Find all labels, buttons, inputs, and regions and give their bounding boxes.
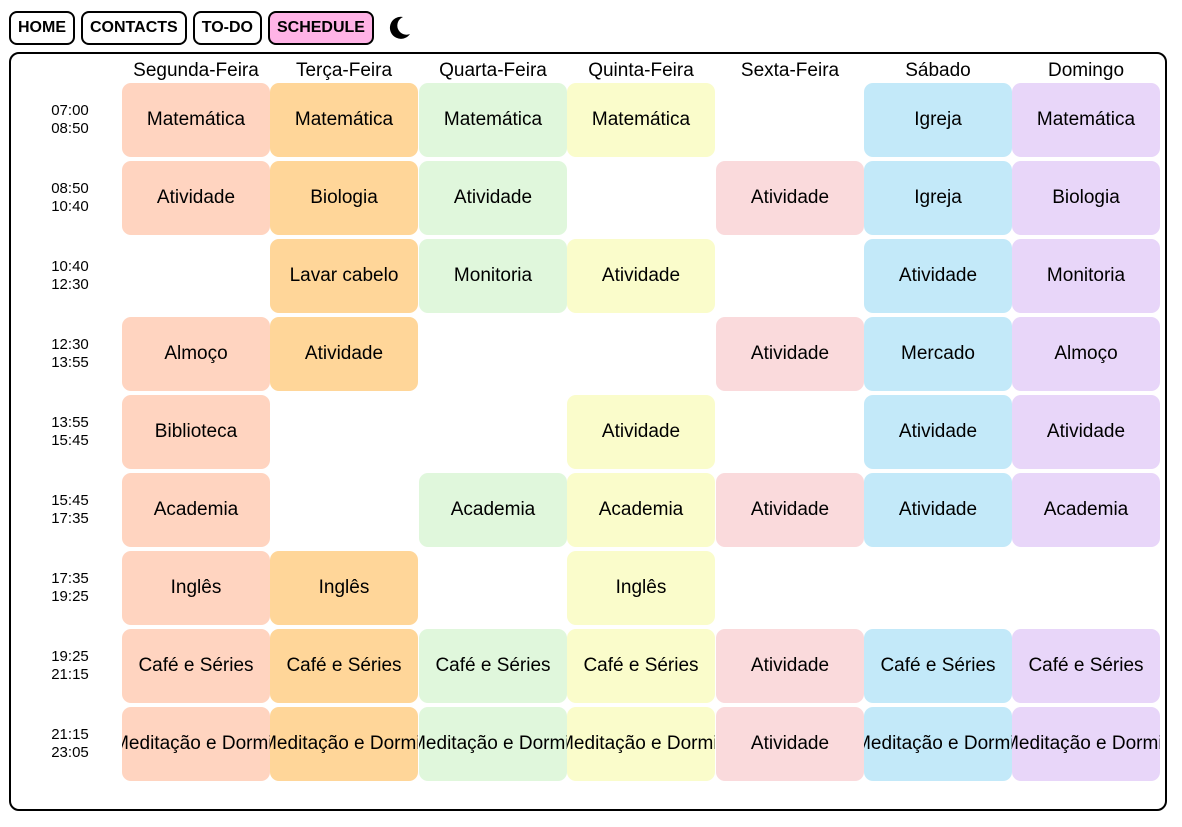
day-header: Quarta-Feira <box>439 60 547 81</box>
schedule-cell[interactable]: Inglês <box>567 551 715 625</box>
schedule-cell[interactable]: Biologia <box>1012 161 1160 235</box>
time-slot-start: 15:45 <box>51 492 89 509</box>
time-slot-label: 17:35 19:25 <box>30 570 110 606</box>
time-slot-label: 21:15 23:05 <box>30 726 110 762</box>
time-slot-start: 19:25 <box>51 648 89 665</box>
time-slot-end: 19:25 <box>51 588 89 605</box>
schedule-cell[interactable]: Café e Séries <box>1012 629 1160 703</box>
schedule-panel <box>9 52 1167 811</box>
schedule-cell[interactable]: Biblioteca <box>122 395 270 469</box>
schedule-cell[interactable]: Atividade <box>567 239 715 313</box>
time-slot-start: 12:30 <box>51 336 89 353</box>
schedule-cell[interactable]: Meditação e Dormir <box>864 707 1012 781</box>
schedule-cell[interactable]: Meditação e Dormir <box>567 707 715 781</box>
time-slot-end: 15:45 <box>51 432 89 449</box>
schedule-cell[interactable]: Igreja <box>864 83 1012 157</box>
schedule-cell[interactable]: Academia <box>419 473 567 547</box>
nav-contacts-button[interactable]: CONTACTS <box>81 11 187 45</box>
time-slot-start: 10:40 <box>51 258 89 275</box>
schedule-cell[interactable]: Atividade <box>864 395 1012 469</box>
time-slot-end: 08:50 <box>51 120 89 137</box>
schedule-cell[interactable]: Atividade <box>122 161 270 235</box>
time-slot-end: 21:15 <box>51 666 89 683</box>
schedule-cell[interactable]: Atividade <box>716 317 864 391</box>
schedule-cell[interactable]: Matemática <box>419 83 567 157</box>
schedule-cell[interactable]: Atividade <box>864 239 1012 313</box>
schedule-cell[interactable]: Atividade <box>419 161 567 235</box>
schedule-cell[interactable]: Inglês <box>122 551 270 625</box>
time-slot-end: 12:30 <box>51 276 89 293</box>
day-header: Domingo <box>1047 60 1125 81</box>
schedule-cell[interactable]: Atividade <box>716 161 864 235</box>
time-slot-label: 10:40 12:30 <box>30 258 110 294</box>
schedule-cell[interactable]: Matemática <box>567 83 715 157</box>
time-slot-label: 13:55 15:45 <box>30 414 110 450</box>
time-slot-start: 07:00 <box>51 102 89 119</box>
schedule-cell[interactable]: Lavar cabelo <box>270 239 418 313</box>
schedule-cell[interactable]: Almoço <box>1012 317 1160 391</box>
schedule-cell[interactable]: Meditação e Dormir <box>122 707 270 781</box>
schedule-cell[interactable]: Café e Séries <box>270 629 418 703</box>
time-slot-end: 13:55 <box>51 354 89 371</box>
time-slot-label: 19:25 21:15 <box>30 648 110 684</box>
schedule-cell[interactable]: Atividade <box>270 317 418 391</box>
schedule-cell[interactable]: Academia <box>567 473 715 547</box>
schedule-cell[interactable]: Atividade <box>716 629 864 703</box>
schedule-cell[interactable]: Atividade <box>716 707 864 781</box>
schedule-cell[interactable]: Monitoria <box>1012 239 1160 313</box>
schedule-cell[interactable]: Café e Séries <box>419 629 567 703</box>
nav-todo-button[interactable]: TO-DO <box>192 11 262 45</box>
nav-schedule-button[interactable]: SCHEDULE <box>267 11 374 45</box>
day-header: Terça-Feira <box>295 60 393 81</box>
day-header: Sexta-Feira <box>740 60 840 81</box>
time-slot-end: 23:05 <box>51 744 89 761</box>
schedule-cell[interactable]: Atividade <box>1012 395 1160 469</box>
schedule-cell[interactable]: Mercado <box>864 317 1012 391</box>
moon-icon[interactable] <box>384 13 414 43</box>
schedule-cell[interactable]: Meditação e Dormir <box>1012 707 1160 781</box>
schedule-cell[interactable]: Biologia <box>270 161 418 235</box>
schedule-cell[interactable]: Café e Séries <box>864 629 1012 703</box>
time-slot-label: 08:50 10:40 <box>30 180 110 216</box>
top-navigation: HOME CONTACTS TO-DO SCHEDULE <box>9 9 414 47</box>
schedule-cell[interactable]: Monitoria <box>419 239 567 313</box>
time-slot-start: 17:35 <box>51 570 89 587</box>
schedule-cell[interactable]: Academia <box>122 473 270 547</box>
schedule-cell[interactable]: Inglês <box>270 551 418 625</box>
schedule-cell[interactable]: Café e Séries <box>122 629 270 703</box>
time-slot-start: 08:50 <box>51 180 89 197</box>
schedule-cell[interactable]: Atividade <box>864 473 1012 547</box>
schedule-cell[interactable]: Meditação e Dormir <box>270 707 418 781</box>
nav-home-button[interactable]: HOME <box>9 11 75 45</box>
moon-icon-graphic <box>389 16 410 39</box>
schedule-cell[interactable]: Matemática <box>122 83 270 157</box>
time-slot-label: 07:00 08:50 <box>30 102 110 138</box>
time-slot-end: 17:35 <box>51 510 89 527</box>
schedule-cell[interactable]: Almoço <box>122 317 270 391</box>
time-slot-label: 15:45 17:35 <box>30 492 110 528</box>
schedule-cell[interactable]: Matemática <box>1012 83 1160 157</box>
time-slot-end: 10:40 <box>51 198 89 215</box>
day-header: Quinta-Feira <box>588 60 694 81</box>
schedule-cell[interactable]: Café e Séries <box>567 629 715 703</box>
schedule-cell[interactable]: Academia <box>1012 473 1160 547</box>
schedule-cell[interactable]: Matemática <box>270 83 418 157</box>
day-header: Sábado <box>905 60 971 81</box>
time-slot-start: 21:15 <box>51 726 89 743</box>
schedule-cell[interactable]: Atividade <box>567 395 715 469</box>
time-slot-label: 12:30 13:55 <box>30 336 110 372</box>
schedule-cell[interactable]: Igreja <box>864 161 1012 235</box>
schedule-cell[interactable]: Atividade <box>716 473 864 547</box>
schedule-cell[interactable]: Meditação e Dormir <box>419 707 567 781</box>
day-header: Segunda-Feira <box>133 60 259 81</box>
time-slot-start: 13:55 <box>51 414 89 431</box>
